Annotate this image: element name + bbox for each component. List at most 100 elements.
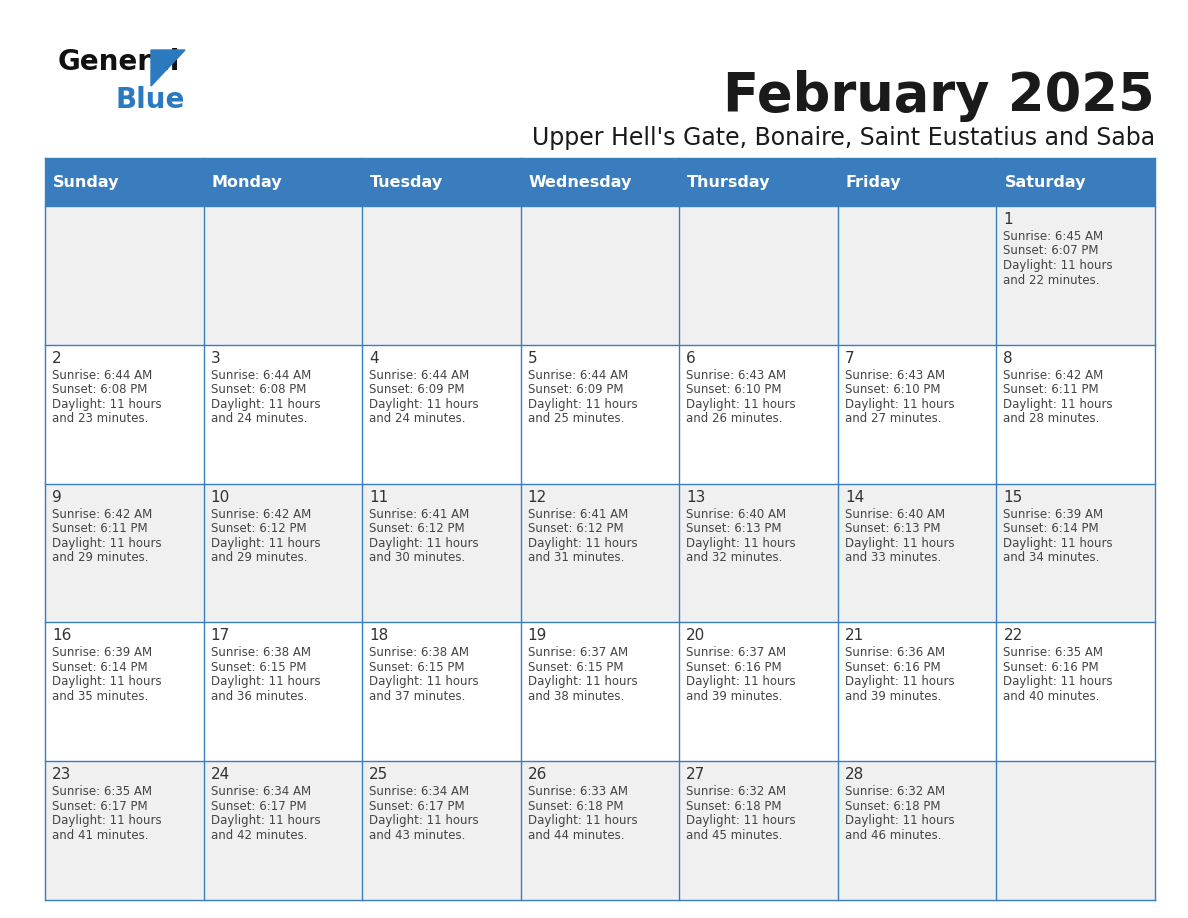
Text: Tuesday: Tuesday [371,174,443,189]
Text: Daylight: 11 hours: Daylight: 11 hours [369,397,479,410]
Text: and 43 minutes.: and 43 minutes. [369,829,466,842]
Text: Daylight: 11 hours: Daylight: 11 hours [369,676,479,688]
Text: and 38 minutes.: and 38 minutes. [527,690,624,703]
Text: Sunset: 6:18 PM: Sunset: 6:18 PM [687,800,782,812]
Bar [45,345,1155,484]
Text: and 29 minutes.: and 29 minutes. [52,551,148,564]
Text: and 35 minutes.: and 35 minutes. [52,690,148,703]
Text: Daylight: 11 hours: Daylight: 11 hours [369,814,479,827]
Text: Sunset: 6:12 PM: Sunset: 6:12 PM [369,522,465,535]
Text: Sunrise: 6:38 AM: Sunrise: 6:38 AM [369,646,469,659]
Text: and 30 minutes.: and 30 minutes. [369,551,466,564]
Bar [45,761,1155,900]
Text: 22: 22 [1004,629,1023,644]
Text: Sunset: 6:17 PM: Sunset: 6:17 PM [210,800,307,812]
Polygon shape [151,50,185,86]
Text: Sunset: 6:09 PM: Sunset: 6:09 PM [527,384,624,397]
Text: Sunset: 6:08 PM: Sunset: 6:08 PM [210,384,307,397]
Text: Sunrise: 6:36 AM: Sunrise: 6:36 AM [845,646,944,659]
Text: Sunset: 6:14 PM: Sunset: 6:14 PM [52,661,147,674]
Text: Sunset: 6:12 PM: Sunset: 6:12 PM [210,522,307,535]
Text: Sunrise: 6:43 AM: Sunrise: 6:43 AM [687,369,786,382]
Text: Sunrise: 6:37 AM: Sunrise: 6:37 AM [687,646,786,659]
Text: 1: 1 [1004,212,1013,227]
Bar [45,158,1155,206]
Text: Blue: Blue [115,86,185,114]
Text: Daylight: 11 hours: Daylight: 11 hours [845,814,954,827]
Text: 16: 16 [52,629,71,644]
Text: 24: 24 [210,767,229,782]
Text: Sunrise: 6:40 AM: Sunrise: 6:40 AM [687,508,786,521]
Text: and 23 minutes.: and 23 minutes. [52,412,148,425]
Text: and 40 minutes.: and 40 minutes. [1004,690,1100,703]
Text: Sunrise: 6:39 AM: Sunrise: 6:39 AM [52,646,152,659]
Text: 26: 26 [527,767,548,782]
Text: 5: 5 [527,351,537,365]
Text: Sunset: 6:13 PM: Sunset: 6:13 PM [687,522,782,535]
Text: Sunrise: 6:42 AM: Sunrise: 6:42 AM [52,508,152,521]
Text: Daylight: 11 hours: Daylight: 11 hours [527,397,637,410]
Text: Daylight: 11 hours: Daylight: 11 hours [52,397,162,410]
Text: Sunday: Sunday [53,174,120,189]
Text: and 36 minutes.: and 36 minutes. [210,690,307,703]
Text: 14: 14 [845,489,864,505]
Text: 11: 11 [369,489,388,505]
Text: Sunset: 6:17 PM: Sunset: 6:17 PM [52,800,147,812]
Text: 18: 18 [369,629,388,644]
Text: and 46 minutes.: and 46 minutes. [845,829,941,842]
Text: Sunset: 6:13 PM: Sunset: 6:13 PM [845,522,941,535]
Text: Sunrise: 6:44 AM: Sunrise: 6:44 AM [527,369,628,382]
Text: Sunset: 6:10 PM: Sunset: 6:10 PM [687,384,782,397]
Text: Daylight: 11 hours: Daylight: 11 hours [1004,676,1113,688]
Text: and 25 minutes.: and 25 minutes. [527,412,624,425]
Text: Sunrise: 6:33 AM: Sunrise: 6:33 AM [527,785,627,798]
Bar [45,622,1155,761]
Text: Sunrise: 6:41 AM: Sunrise: 6:41 AM [527,508,628,521]
Text: 28: 28 [845,767,864,782]
Text: and 45 minutes.: and 45 minutes. [687,829,783,842]
Text: and 44 minutes.: and 44 minutes. [527,829,624,842]
Text: Daylight: 11 hours: Daylight: 11 hours [52,814,162,827]
Text: Daylight: 11 hours: Daylight: 11 hours [845,676,954,688]
Text: Sunrise: 6:32 AM: Sunrise: 6:32 AM [845,785,944,798]
Text: 20: 20 [687,629,706,644]
Text: 6: 6 [687,351,696,365]
Text: and 24 minutes.: and 24 minutes. [210,412,307,425]
Text: Monday: Monday [211,174,283,189]
Text: and 27 minutes.: and 27 minutes. [845,412,941,425]
Text: Sunrise: 6:34 AM: Sunrise: 6:34 AM [210,785,311,798]
Text: Friday: Friday [846,174,902,189]
Text: 7: 7 [845,351,854,365]
Text: 17: 17 [210,629,229,644]
Text: Daylight: 11 hours: Daylight: 11 hours [687,397,796,410]
Text: and 31 minutes.: and 31 minutes. [527,551,624,564]
Text: and 33 minutes.: and 33 minutes. [845,551,941,564]
Text: Sunrise: 6:37 AM: Sunrise: 6:37 AM [527,646,627,659]
Text: and 39 minutes.: and 39 minutes. [845,690,941,703]
Text: Daylight: 11 hours: Daylight: 11 hours [52,676,162,688]
Text: 12: 12 [527,489,546,505]
Text: 15: 15 [1004,489,1023,505]
Text: and 22 minutes.: and 22 minutes. [1004,274,1100,286]
Text: Saturday: Saturday [1004,174,1086,189]
Text: Sunset: 6:07 PM: Sunset: 6:07 PM [1004,244,1099,258]
Text: Sunset: 6:11 PM: Sunset: 6:11 PM [52,522,147,535]
Text: Sunset: 6:11 PM: Sunset: 6:11 PM [1004,384,1099,397]
Text: Sunset: 6:17 PM: Sunset: 6:17 PM [369,800,465,812]
Text: and 37 minutes.: and 37 minutes. [369,690,466,703]
Text: Daylight: 11 hours: Daylight: 11 hours [845,397,954,410]
Text: Sunset: 6:15 PM: Sunset: 6:15 PM [527,661,624,674]
Text: Sunset: 6:15 PM: Sunset: 6:15 PM [210,661,307,674]
Text: Sunrise: 6:35 AM: Sunrise: 6:35 AM [1004,646,1104,659]
Text: Sunset: 6:16 PM: Sunset: 6:16 PM [1004,661,1099,674]
Text: General: General [58,48,181,76]
Text: 19: 19 [527,629,548,644]
Text: Upper Hell's Gate, Bonaire, Saint Eustatius and Saba: Upper Hell's Gate, Bonaire, Saint Eustat… [532,126,1155,150]
Text: Daylight: 11 hours: Daylight: 11 hours [527,537,637,550]
Text: 3: 3 [210,351,220,365]
Text: Sunrise: 6:42 AM: Sunrise: 6:42 AM [210,508,311,521]
Text: Sunset: 6:18 PM: Sunset: 6:18 PM [527,800,624,812]
Text: 13: 13 [687,489,706,505]
Text: Daylight: 11 hours: Daylight: 11 hours [210,397,321,410]
Text: and 42 minutes.: and 42 minutes. [210,829,307,842]
